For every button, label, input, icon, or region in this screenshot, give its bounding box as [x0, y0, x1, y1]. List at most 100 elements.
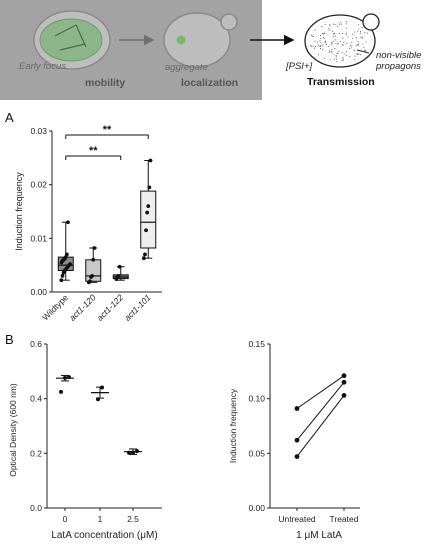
data-point-untreated: [294, 454, 300, 460]
propagon-dot: [328, 29, 330, 31]
data-point: [117, 264, 122, 269]
propagon-dot: [328, 27, 330, 29]
x-tick-label: act1-120: [67, 292, 98, 323]
propagon-dot: [337, 52, 339, 55]
propagon-dot: [322, 45, 324, 47]
stage3-annotation-line: non-visible propagons: [375, 50, 424, 72]
stage3-prion: [PSI+]: [285, 61, 312, 72]
data-point: [100, 385, 104, 390]
propagon-dot: [342, 43, 344, 46]
propagon-dot: [353, 58, 355, 60]
stage2-label: localization: [181, 77, 238, 89]
propagon-dot: [329, 59, 331, 61]
propagon-dot: [331, 44, 333, 46]
data-point: [66, 220, 70, 225]
propagon-dot: [355, 37, 357, 39]
propagon-dot: [346, 54, 348, 57]
propagon-dot: [314, 45, 316, 47]
panel-b-charts: B 0.0 0.2 0.4 0.6 Optical Density (600 nm) 0 1…: [5, 332, 360, 541]
propagon-dot: [329, 25, 331, 27]
propagon-dot: [342, 56, 344, 59]
data-point: [144, 228, 148, 233]
propagon-dot: [345, 27, 347, 29]
propagon-dot: [320, 44, 322, 46]
propagon-dot: [328, 51, 330, 53]
y-axis-label: Induction frequency: [14, 172, 24, 251]
propagon-dot: [332, 40, 334, 42]
data-point: [131, 450, 135, 455]
data-point: [135, 449, 139, 454]
propagon-dot: [351, 37, 354, 40]
cell-localization: [163, 12, 238, 68]
propagon-dot: [337, 25, 339, 27]
propagon-dot: [319, 35, 322, 37]
sig-label: **: [89, 145, 98, 157]
propagon-dot: [337, 43, 339, 45]
propagon-dot: [317, 44, 320, 46]
propagon-dot: [324, 57, 326, 59]
data-point: [141, 256, 146, 261]
y-tick-label: 0.05: [248, 448, 265, 458]
data-point: [60, 274, 65, 278]
propagon-dot: [333, 32, 336, 34]
propagon-dot: [331, 42, 333, 44]
data-point-treated: [341, 392, 347, 398]
propagon-dot: [364, 49, 366, 51]
propagon-dot: [363, 47, 365, 49]
data-point: [145, 210, 150, 215]
propagon-dot: [322, 36, 325, 39]
propagon-dot: [345, 33, 347, 35]
propagon-dot: [317, 54, 319, 56]
propagon-dot: [358, 28, 360, 30]
stage3-annotation-2: propagons: [375, 61, 421, 72]
x-tick-label: act1-122: [95, 292, 126, 323]
propagon-dot: [313, 47, 316, 49]
propagon-dot: [343, 53, 345, 55]
propagon-dot: [361, 37, 363, 39]
propagon-dot: [334, 24, 336, 26]
data-point: [96, 397, 100, 402]
propagon-dot: [312, 36, 314, 38]
propagon-dot: [347, 36, 349, 38]
data-point-treated: [341, 379, 347, 385]
propagon-dot: [319, 40, 321, 42]
propagon-dot: [356, 53, 358, 55]
propagon-dot: [345, 23, 347, 25]
y-tick-label: 0.6: [30, 339, 42, 349]
propagon-dot: [327, 46, 329, 48]
propagon-dot: [350, 47, 352, 49]
schematic-banner: Early focus mobility aggregate localizat…: [0, 0, 424, 100]
propagon-dot: [335, 42, 337, 44]
propagon-dot: [346, 20, 348, 23]
propagon-dot: [342, 32, 344, 35]
stage1-annotation: Early focus: [19, 61, 66, 72]
propagon-dot: [319, 46, 321, 48]
propagon-dot: [336, 60, 338, 62]
propagon-dot: [333, 36, 335, 38]
propagon-dot: [343, 41, 345, 44]
data-point: [88, 279, 92, 284]
stage2-annotation: aggregate: [165, 62, 208, 73]
propagon-dot: [341, 60, 343, 62]
propagon-dot: [346, 43, 348, 45]
propagon-dot: [357, 30, 359, 32]
panel-b-letter: B: [5, 332, 14, 347]
propagon-dot: [345, 32, 347, 34]
stage1-label: mobility: [85, 77, 125, 89]
propagon-dot: [334, 35, 336, 37]
propagon-dot: [336, 52, 338, 54]
propagon-dot: [354, 55, 356, 57]
sig-label: **: [103, 124, 112, 136]
x-tick-label: 0: [63, 514, 68, 524]
propagon-dot: [354, 31, 356, 33]
propagon-dot: [310, 45, 313, 47]
propagon-dot: [335, 56, 337, 58]
data-point: [68, 262, 73, 266]
propagon-dot: [357, 43, 359, 45]
pair-line: [296, 395, 345, 457]
data-point: [59, 278, 64, 283]
propagon-dot: [360, 36, 362, 38]
chart-b-induction: 0.00 0.05 0.10 0.15 Induction frequency Untre…: [228, 339, 360, 541]
data-point-untreated: [294, 437, 300, 443]
